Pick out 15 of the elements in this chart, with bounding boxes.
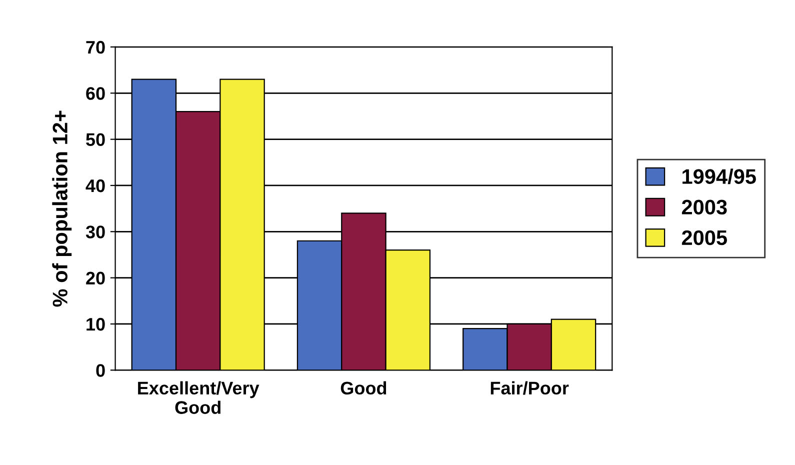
y-tick-label: 70 (86, 40, 105, 54)
legend-label: 2005 (682, 230, 727, 246)
y-tick-label: 50 (86, 133, 105, 146)
y-tick-label: 40 (86, 179, 105, 192)
y-tick-label: 20 (86, 272, 105, 285)
y-tick-label: 10 (86, 318, 105, 331)
x-tick-label: Good (340, 381, 386, 395)
y-tick-label: 0 (96, 364, 105, 377)
x-tick-label: Fair/Poor (490, 381, 569, 395)
x-tick-label: Excellent/Very Good (138, 381, 260, 414)
y-tick-label: 60 (86, 87, 105, 100)
legend-label: 1994/95 (682, 168, 756, 184)
legend-label: 2003 (682, 200, 727, 215)
y-tick-label: 30 (86, 226, 105, 238)
y-axis-title: % of population 12+ (52, 110, 72, 307)
